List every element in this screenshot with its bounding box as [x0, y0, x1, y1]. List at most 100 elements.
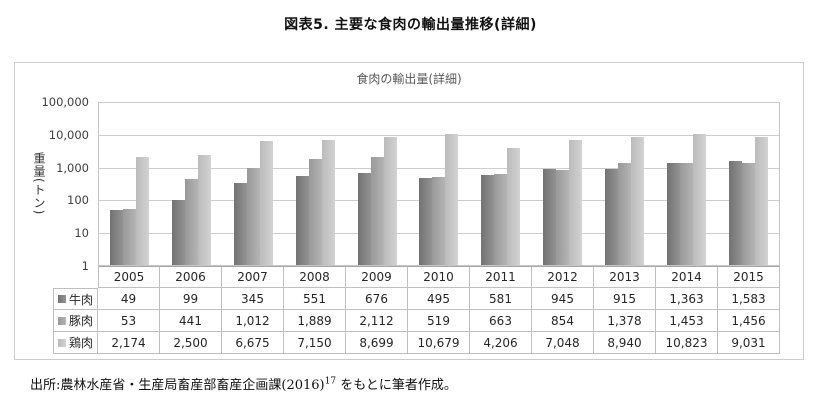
table-value-牛肉-2013: 915: [594, 288, 656, 310]
bar-牛肉-2015: [728, 161, 742, 265]
y-tick-label: 100: [67, 193, 89, 208]
y-tick-label: 1,000: [56, 160, 89, 175]
bar-group-2015: [717, 103, 779, 265]
legend-key-icon-牛肉: [58, 295, 66, 303]
bar-豚肉-2009: [370, 157, 384, 265]
bar-group-2010: [408, 103, 470, 265]
table-value-牛肉-2012: 945: [532, 288, 594, 310]
bar-牛肉-2010: [419, 177, 433, 265]
table-value-鶏肉-2008: 7,150: [284, 332, 346, 354]
bar-牛肉-2006: [172, 200, 186, 265]
table-value-豚肉-2011: 663: [470, 310, 532, 332]
table-value-牛肉-2015: 1,583: [718, 288, 780, 310]
table-value-鶏肉-2005: 2,174: [98, 332, 160, 354]
legend-row-label-牛肉: 牛肉: [53, 288, 98, 310]
table-value-豚肉-2014: 1,453: [656, 310, 718, 332]
x-axis-label-2015: 2015: [718, 266, 780, 288]
bar-豚肉-2008: [308, 158, 322, 265]
table-value-豚肉-2005: 53: [98, 310, 160, 332]
bar-鶏肉-2013: [630, 136, 644, 265]
bar-豚肉-2005: [123, 209, 137, 265]
table-value-牛肉-2011: 581: [470, 288, 532, 310]
table-value-豚肉-2012: 854: [532, 310, 594, 332]
bar-牛肉-2012: [543, 168, 557, 265]
gridline: [99, 135, 779, 137]
bar-group-2011: [470, 103, 532, 265]
bar-group-2006: [161, 103, 223, 265]
series-name: 豚肉: [69, 314, 94, 328]
bar-鶏肉-2012: [569, 140, 583, 265]
table-value-鶏肉-2006: 2,500: [160, 332, 222, 354]
table-value-鶏肉-2007: 6,675: [222, 332, 284, 354]
table-value-鶏肉-2011: 4,206: [470, 332, 532, 354]
table-value-牛肉-2009: 676: [346, 288, 408, 310]
bar-group-2005: [99, 103, 161, 265]
table-value-鶏肉-2014: 10,823: [656, 332, 718, 354]
source-note: 出所:農林水産省・生産局畜産部畜産企画課(2016)17 をもとに筆者作成。: [30, 374, 457, 393]
table-value-鶏肉-2012: 7,048: [532, 332, 594, 354]
bar-豚肉-2010: [432, 177, 446, 265]
legend-key-icon-豚肉: [58, 316, 66, 325]
x-axis-label-2013: 2013: [594, 266, 656, 288]
bar-鶏肉-2007: [260, 141, 274, 265]
data-table: 2005 2006 2007 2008 2009 2010 2011 2012 2013 2014…: [53, 266, 780, 354]
chart-title: 食肉の輸出量(詳細): [356, 72, 462, 86]
table-value-鶏肉-2015: 9,031: [718, 332, 780, 354]
bar-豚肉-2015: [741, 162, 755, 265]
x-axis-label-2006: 2006: [160, 266, 222, 288]
bar-牛肉-2007: [234, 182, 248, 265]
table-value-牛肉-2005: 49: [98, 288, 160, 310]
plot-area: [98, 102, 780, 266]
bar-豚肉-2012: [556, 170, 570, 265]
table-value-豚肉-2009: 2,112: [346, 310, 408, 332]
bar-鶏肉-2010: [445, 134, 459, 265]
bar-牛肉-2008: [295, 176, 309, 265]
bar-鶏肉-2008: [321, 140, 335, 265]
table-value-牛肉-2006: 99: [160, 288, 222, 310]
source-note-superscript: 17: [324, 376, 337, 387]
y-tick-label: 1: [81, 259, 89, 273]
bar-豚肉-2013: [617, 163, 631, 265]
bar-鶏肉-2015: [754, 136, 768, 265]
bar-豚肉-2011: [494, 173, 508, 265]
bar-group-2009: [346, 103, 408, 265]
x-axis-label-2010: 2010: [408, 266, 470, 288]
table-value-鶏肉-2009: 8,699: [346, 332, 408, 354]
x-axis-label-2012: 2012: [532, 266, 594, 288]
table-value-豚肉-2008: 1,889: [284, 310, 346, 332]
x-axis-label-2011: 2011: [470, 266, 532, 288]
bar-牛肉-2005: [110, 210, 124, 265]
bar-group-2014: [655, 103, 717, 265]
table-value-鶏肉-2013: 8,940: [594, 332, 656, 354]
source-note-prefix: 出所:農林水産省・生産局畜産部畜産企画課(2016): [30, 378, 325, 393]
x-axis-label-2007: 2007: [222, 266, 284, 288]
y-tick-label: 10: [74, 226, 89, 241]
table-value-豚肉-2010: 519: [408, 310, 470, 332]
bar-牛肉-2013: [604, 169, 618, 265]
y-axis-title: 重量(トン): [31, 102, 48, 266]
y-axis-ticks: 1 10 100 1,000 10,000 100,000: [15, 95, 89, 273]
bar-group-2008: [284, 103, 346, 265]
bar-鶏肉-2014: [692, 134, 706, 265]
table-value-豚肉-2013: 1,378: [594, 310, 656, 332]
table-value-牛肉-2007: 345: [222, 288, 284, 310]
bar-豚肉-2014: [679, 162, 693, 265]
bar-group-2007: [223, 103, 285, 265]
y-tick-label: 100,000: [41, 95, 89, 109]
legend-row-label-鶏肉: 鶏肉: [53, 332, 98, 354]
bar-牛肉-2011: [481, 175, 495, 265]
table-value-牛肉-2010: 495: [408, 288, 470, 310]
table-value-豚肉-2015: 1,456: [718, 310, 780, 332]
x-axis-label-2009: 2009: [346, 266, 408, 288]
y-tick-label: 10,000: [48, 127, 89, 142]
table-value-牛肉-2014: 1,363: [656, 288, 718, 310]
bar-牛肉-2009: [357, 173, 371, 265]
table-value-豚肉-2006: 441: [160, 310, 222, 332]
series-name: 牛肉: [69, 292, 94, 307]
series-name: 鶏肉: [69, 336, 94, 350]
x-axis-label-2005: 2005: [98, 266, 160, 288]
gridline: [99, 167, 779, 169]
bar-group-2013: [594, 103, 656, 265]
bar-鶏肉-2009: [383, 137, 397, 265]
page-title: 図表5. 主要な食肉の輸出量推移(詳細): [284, 17, 537, 33]
